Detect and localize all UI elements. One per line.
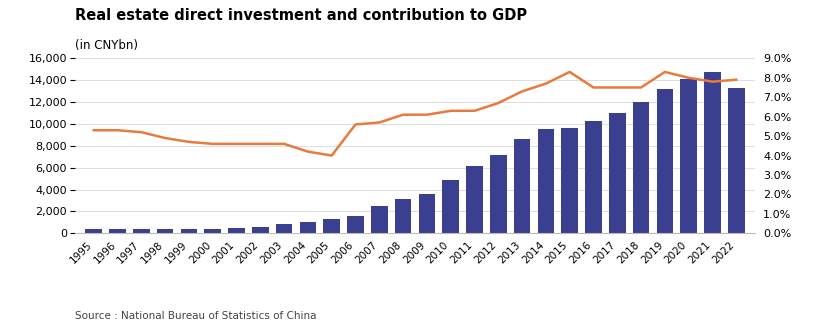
Bar <box>561 128 578 233</box>
Bar <box>347 216 364 233</box>
Bar <box>395 199 412 233</box>
Bar <box>133 229 149 233</box>
Bar <box>85 229 102 233</box>
Text: Real estate direct investment and contribution to GDP: Real estate direct investment and contri… <box>75 8 527 23</box>
Bar <box>181 229 198 233</box>
Bar <box>228 228 245 233</box>
Bar <box>204 228 221 233</box>
Text: (in CNYbn): (in CNYbn) <box>75 39 138 52</box>
Bar <box>681 79 697 233</box>
Bar <box>538 129 554 233</box>
Text: Source : National Bureau of Statistics of China: Source : National Bureau of Statistics o… <box>75 311 316 321</box>
Bar <box>157 229 173 233</box>
Bar <box>585 121 602 233</box>
Bar <box>657 89 673 233</box>
Bar <box>324 218 340 233</box>
Bar <box>442 180 459 233</box>
Bar <box>704 72 720 233</box>
Bar <box>300 222 316 233</box>
Bar <box>632 102 649 233</box>
Bar <box>252 227 269 233</box>
Bar <box>490 155 506 233</box>
Bar <box>418 194 435 233</box>
Bar <box>728 88 745 233</box>
Bar <box>609 113 626 233</box>
Bar <box>110 229 126 233</box>
Bar <box>466 166 483 233</box>
Bar <box>371 206 388 233</box>
Bar <box>276 224 292 233</box>
Bar <box>514 139 530 233</box>
